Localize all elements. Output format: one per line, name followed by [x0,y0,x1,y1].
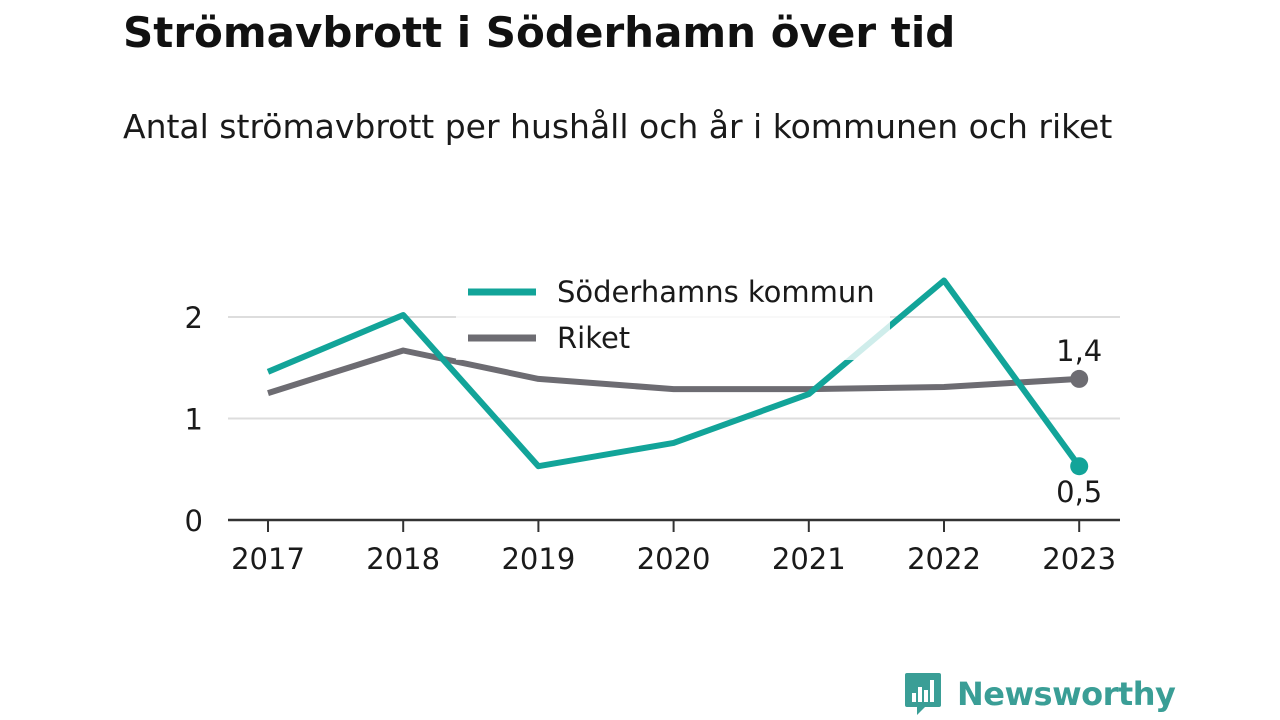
newsworthy-logo-text: Newsworthy [957,675,1176,713]
legend-background [456,268,890,360]
x-tick-label: 2017 [231,542,305,576]
data-labels: 1,4 0,5 [1056,334,1102,509]
series-line-soderhamns-kommun [266,277,1082,470]
y-tick-label: 1 [185,403,203,437]
line-chart: 0 1 2 2017 2018 2019 2020 2021 2022 2023 Söderha… [184,268,1120,576]
legend-item-soderhamns-kommun-label: Söderhamns kommun [557,275,875,309]
series-lines [266,277,1082,470]
x-tick-label: 2022 [907,542,981,576]
end-label-riket: 1,4 [1056,334,1102,368]
newsworthy-logo-icon [905,673,941,715]
x-tick-label: 2018 [366,542,440,576]
chart-subtitle: Antal strömavbrott per hushåll och år i … [123,107,1113,146]
legend: Söderhamns kommun Riket [456,268,890,360]
y-tick-label: 2 [185,301,203,335]
y-axis-ticks: 0 1 2 [185,301,203,538]
x-axis-ticks: 2017 2018 2019 2020 2021 2022 2023 [228,518,1120,576]
x-tick-label: 2023 [1042,542,1116,576]
y-tick-label: 0 [185,504,203,538]
chart-title: Strömavbrott i Söderhamn över tid [123,8,956,57]
end-point-riket [1070,369,1089,388]
x-tick-label: 2019 [501,542,575,576]
x-tick-label: 2021 [772,542,846,576]
x-tick-label: 2020 [637,542,711,576]
legend-item-riket-label: Riket [557,321,630,355]
end-label-soderhamns-kommun: 0,5 [1056,475,1102,509]
newsworthy-logo: Newsworthy [903,670,1176,718]
end-point-soderhamns-kommun [1070,457,1089,476]
series-line-riket [267,347,1080,396]
